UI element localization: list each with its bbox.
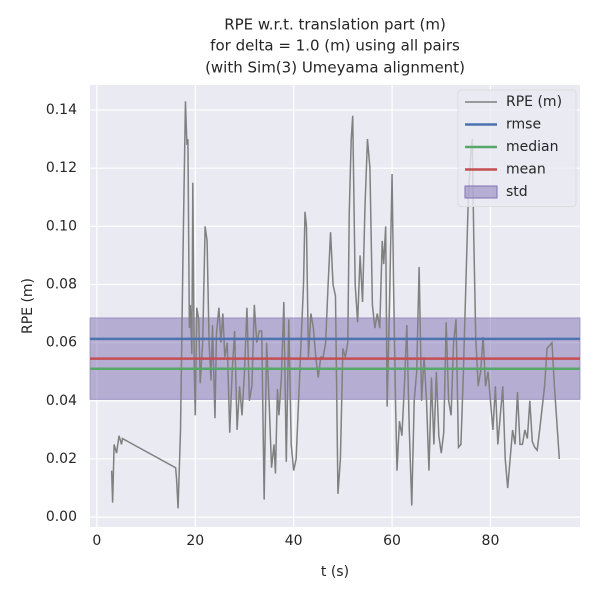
x-tick-label: 60 [383,533,401,549]
y-tick-label: 0.14 [46,102,77,118]
legend-label: median [506,139,558,155]
x-tick-label: 80 [482,533,500,549]
y-tick-label: 0.02 [46,451,77,467]
y-tick-label: 0.10 [46,218,77,234]
y-tick-label: 0.06 [46,335,77,351]
legend-swatch [464,185,498,199]
x-tick-label: 20 [186,533,204,549]
y-tick-label: 0.12 [46,160,77,176]
x-tick-label: 0 [92,533,101,549]
rpe-line [110,101,561,509]
chart-title: RPE w.r.t. translation part (m) [224,16,446,34]
legend-box [457,89,577,207]
legend-label: rmse [506,117,541,133]
legend-label: RPE (m) [506,94,562,110]
y-tick-label: 0.08 [46,276,77,292]
chart-title: (with Sim(3) Umeyama alignment) [205,59,465,77]
y-tick-label: 0.04 [46,393,77,409]
x-tick-label: 40 [285,533,303,549]
y-tick-label: 0.00 [46,509,77,525]
y-axis-label: RPE (m) [20,278,36,334]
x-axis-label: t (s) [321,564,349,580]
chart-title: for delta = 1.0 (m) using all pairs [210,37,460,55]
legend-label: mean [506,162,546,178]
legend-label: std [506,184,528,200]
